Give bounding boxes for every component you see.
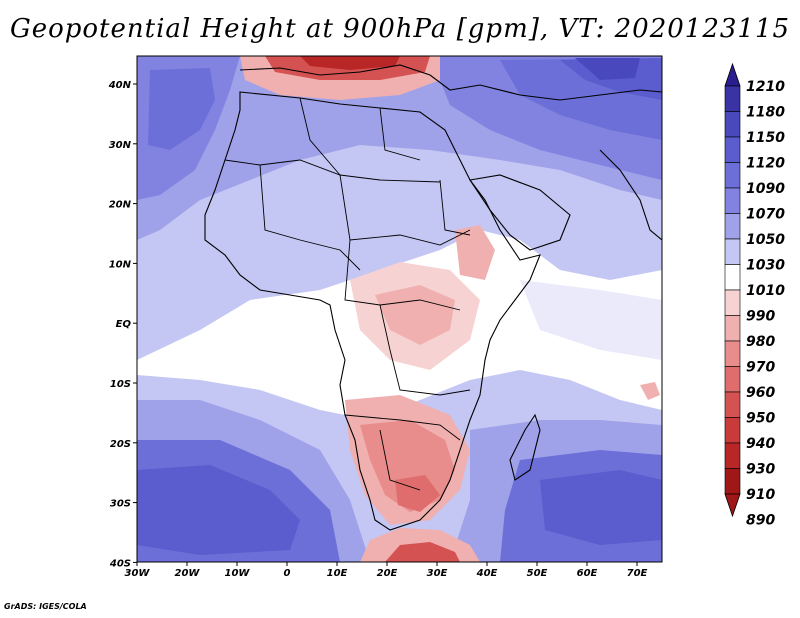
colorbar-label: 940 [746, 436, 775, 452]
southern-low-core [385, 542, 460, 562]
colorbar-segment [724, 85, 741, 112]
colorbar-label: 980 [746, 334, 775, 350]
lat-tick-label: 30S [110, 499, 131, 510]
colorbar-segment [724, 264, 741, 291]
northwest-core [148, 68, 215, 150]
lon-tick-label: 30W [125, 568, 151, 579]
grads-credit: GrADS: IGES/COLA [4, 602, 87, 611]
lat-tick-label: EQ [116, 319, 132, 330]
colorbar-label: 990 [746, 309, 775, 325]
india-coast [599, 149, 662, 241]
lon-tick-label: 20W [175, 568, 201, 579]
mediterranean-deep [300, 56, 400, 70]
map-title: Geopotential Height at 900hPa [gpm], VT:… [9, 14, 791, 44]
plot-frame [136, 55, 663, 563]
colorbar-segment [724, 391, 741, 418]
south-indian-core [540, 470, 662, 545]
colorbar-label: 950 [746, 411, 775, 427]
coastlines [204, 64, 662, 531]
colorbar-segment [724, 111, 741, 138]
colorbar-segment [724, 417, 741, 444]
axis-ticks: 30W 20W 10W 0 10E 20E 30E 40E 50E 60E 70E 40N 30N 20N… [108, 80, 648, 579]
lat-tick-label: 10N [109, 259, 132, 270]
colorbar-segment [724, 136, 741, 163]
lat-tick-label: 40N [108, 80, 132, 91]
colorbar-label: 910 [746, 487, 775, 503]
colorbar-segment [724, 187, 741, 214]
colorbar-label: 970 [746, 360, 775, 376]
northeast-max [575, 58, 640, 80]
lon-tick-label: 30E [427, 568, 448, 579]
lat-tick-label: 10S [110, 379, 131, 390]
colorbar-bottom-arrow [724, 493, 741, 518]
colorbar-segment [724, 162, 741, 189]
indian-ocean-light [520, 280, 662, 360]
lon-tick-label: 60E [577, 568, 598, 579]
lat-tick-label: 40S [109, 558, 131, 569]
lon-tick-label: 0 [284, 568, 291, 579]
height-field [137, 56, 662, 562]
lon-tick-label: 20E [377, 568, 398, 579]
lat-tick-label: 20S [110, 439, 131, 450]
lon-tick-label: 70E [627, 568, 648, 579]
colorbar-label: 930 [746, 462, 775, 478]
colorbar-label: 1180 [746, 105, 785, 121]
arabia [469, 174, 571, 251]
colorbar-label: 1090 [746, 181, 785, 197]
colorbar-label: 1070 [746, 207, 785, 223]
central-low-core [375, 285, 455, 345]
colorbar-segment [724, 340, 741, 367]
colorbar-label: 1030 [746, 258, 785, 274]
colorbar-label: 1150 [746, 130, 785, 146]
south-atlantic-core [137, 465, 300, 555]
colorbar-segment [724, 315, 741, 342]
europe-coast [239, 64, 662, 101]
colorbar-segment [724, 442, 741, 469]
country-borders [224, 97, 471, 491]
lon-tick-label: 10E [327, 568, 348, 579]
colorbar-label: 1120 [746, 156, 785, 172]
colorbar-segment [724, 213, 741, 240]
colorbar-label: 1010 [746, 283, 785, 299]
madagascar [509, 413, 541, 481]
colorbar-label: 1210 [746, 79, 785, 95]
colorbar-segment [724, 238, 741, 265]
lon-tick-label: 50E [527, 568, 548, 579]
colorbar-segment [724, 366, 741, 393]
east-low [455, 225, 495, 280]
lon-tick-label: 10W [225, 568, 251, 579]
colorbar: 1210 1180 1150 1120 1090 1070 1050 1030 1010 990 9… [724, 62, 785, 529]
colorbar-label: 890 [746, 513, 775, 529]
colorbar-label: 1050 [746, 232, 785, 248]
madagascar-low [640, 382, 660, 400]
lat-tick-label: 30N [109, 140, 132, 151]
southern-africa-deep [395, 475, 440, 512]
colorbar-label: 960 [746, 385, 775, 401]
lat-tick-label: 20N [109, 200, 132, 211]
colorbar-segment [724, 468, 741, 495]
colorbar-top-arrow [724, 62, 741, 87]
lon-tick-label: 40E [476, 568, 498, 579]
colorbar-segment [724, 289, 741, 316]
